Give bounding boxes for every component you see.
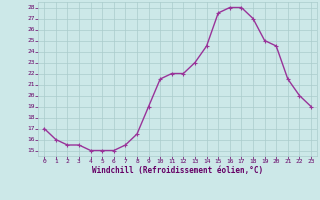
X-axis label: Windchill (Refroidissement éolien,°C): Windchill (Refroidissement éolien,°C) <box>92 166 263 175</box>
